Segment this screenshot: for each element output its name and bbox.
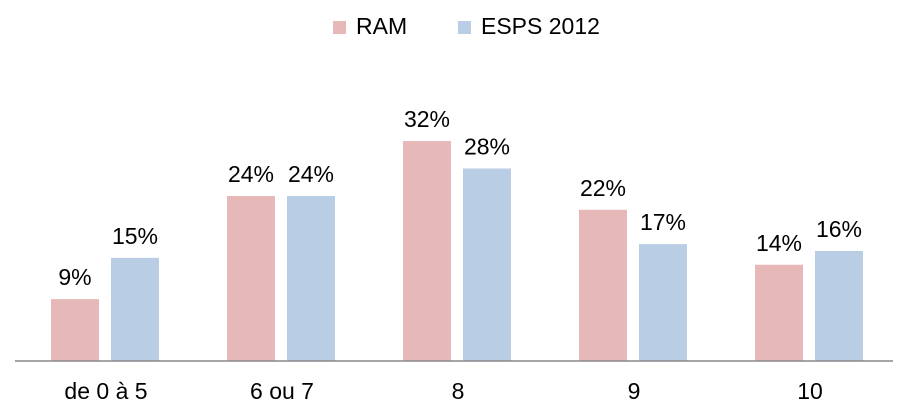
legend-swatch	[333, 21, 346, 34]
bar	[287, 196, 335, 361]
data-label: 32%	[404, 106, 450, 132]
bar	[51, 299, 99, 361]
bar	[579, 209, 627, 361]
bar	[111, 257, 159, 361]
x-tick-label: 10	[797, 378, 823, 404]
legend-label: ESPS 2012	[481, 13, 600, 39]
data-label: 16%	[816, 216, 862, 242]
data-label: 22%	[580, 175, 626, 201]
data-label: 24%	[288, 161, 334, 187]
data-label: 9%	[58, 264, 91, 290]
bar	[227, 196, 275, 361]
bar	[755, 264, 803, 361]
x-tick-label: 9	[628, 378, 641, 404]
legend-label: RAM	[356, 13, 407, 39]
data-label: 24%	[228, 161, 274, 187]
x-tick-label: de 0 à 5	[64, 378, 147, 404]
data-label: 28%	[464, 134, 510, 160]
x-tick-label: 8	[452, 378, 465, 404]
data-label: 15%	[112, 223, 158, 249]
bar	[639, 244, 687, 361]
x-tick-label: 6 ou 7	[250, 378, 314, 404]
bar	[815, 251, 863, 361]
bar	[463, 168, 511, 361]
data-label: 14%	[756, 230, 802, 256]
data-label: 17%	[640, 209, 686, 235]
bar	[403, 141, 451, 361]
legend-swatch	[458, 21, 471, 34]
